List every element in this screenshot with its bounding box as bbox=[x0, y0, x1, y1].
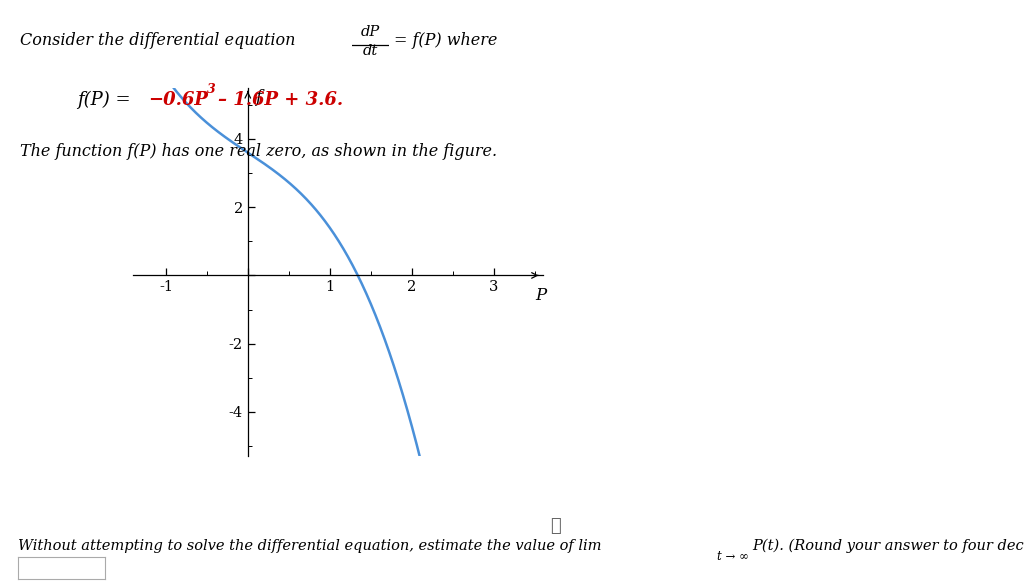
Text: f: f bbox=[255, 90, 261, 106]
Text: dP: dP bbox=[361, 25, 380, 39]
Text: −0.6P: −0.6P bbox=[148, 91, 208, 109]
Text: The function f(P) has one real zero, as shown in the figure.: The function f(P) has one real zero, as … bbox=[20, 143, 498, 160]
Text: P(t). (Round your answer to four decimal places.): P(t). (Round your answer to four decimal… bbox=[753, 538, 1024, 553]
Text: Without attempting to solve the differential equation, estimate the value of lim: Without attempting to solve the differen… bbox=[18, 539, 602, 553]
Text: dt: dt bbox=[364, 44, 378, 58]
Text: t → ∞: t → ∞ bbox=[717, 550, 749, 563]
Text: = f(P) where: = f(P) where bbox=[394, 32, 498, 49]
Text: Consider the differential equation: Consider the differential equation bbox=[20, 32, 296, 49]
Text: 3: 3 bbox=[207, 83, 216, 96]
Text: – 1.6P + 3.6.: – 1.6P + 3.6. bbox=[218, 91, 343, 109]
Text: ⓘ: ⓘ bbox=[550, 517, 560, 535]
Text: P: P bbox=[536, 287, 547, 304]
Text: f(P) =: f(P) = bbox=[77, 91, 136, 109]
